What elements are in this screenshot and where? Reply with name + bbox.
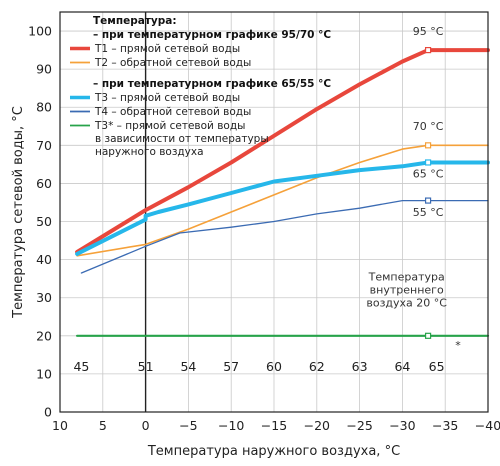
x-tick-label: −35	[432, 418, 458, 433]
y-tick-label: 90	[36, 62, 52, 77]
note-line: внутреннего	[370, 284, 444, 297]
annotations: 95 °С 70 °С 65 °С 55 °С *	[413, 25, 462, 352]
marker-t2	[424, 142, 432, 149]
x-tick-label: 5	[99, 418, 107, 433]
series-lines	[75, 48, 490, 337]
x-tick-labels: 10 5 0 −5 −10 −15 −20 −25 −30 −35 −40	[52, 418, 500, 433]
x-tick-label: −5	[179, 418, 197, 433]
y-tick-label: 60	[36, 176, 52, 191]
legend-label-t3s: T3* – прямой сетевой воды	[94, 120, 245, 132]
series-line-t4	[80, 199, 489, 274]
legend-label-t1: T1 – прямой сетевой воды	[94, 43, 240, 55]
legend-label-t2: T2 – обратной сетевой воды	[94, 57, 251, 69]
note-line: Температура	[368, 271, 445, 284]
secondary-row-label: 54	[180, 359, 196, 374]
marker-t3	[424, 159, 432, 166]
annotation-label: 70 °С	[413, 120, 444, 133]
legend-label-t3: T3 – прямой сетевой воды	[94, 92, 240, 104]
x-axis-label: Температура наружного воздуха, °С	[147, 444, 400, 459]
x-tick-label: −15	[261, 418, 287, 433]
x-tick-label: 0	[142, 418, 150, 433]
plot-frame	[59, 11, 489, 413]
legend-heading: Температура:	[93, 15, 177, 27]
y-tick-labels: 0 10 20 30 40 50 60 70 80 90 100	[28, 24, 52, 420]
marker-t4	[424, 197, 432, 204]
y-tick-label: 30	[36, 290, 52, 305]
x-tick-label: 10	[52, 418, 68, 433]
y-tick-label: 40	[36, 252, 52, 267]
y-tick-label: 80	[36, 100, 52, 115]
annotation-label: 65 °С	[413, 168, 444, 181]
x-tick-label: −10	[218, 418, 244, 433]
legend-label-t3s: в зависимости от температуры	[95, 133, 269, 145]
secondary-row-label: 64	[394, 359, 410, 374]
note-line: воздуха 20 °С	[366, 297, 447, 310]
secondary-row-labels: 45 51 54 57 60 62 63 64 65	[73, 359, 444, 374]
end-markers	[424, 46, 432, 339]
x-tick-label: −20	[304, 418, 330, 433]
series-line-t1	[75, 48, 490, 254]
annotation-label: 55 °С	[413, 206, 444, 219]
legend-label-t3s: наружного воздуха	[95, 146, 204, 158]
y-tick-label: 0	[44, 405, 52, 420]
secondary-row-label: 57	[223, 359, 239, 374]
annotation-label: 95 °С	[413, 25, 444, 38]
series-line-t3	[75, 160, 490, 256]
secondary-row-label: 65	[429, 359, 445, 374]
secondary-row-label: 62	[309, 359, 325, 374]
secondary-row-label: 51	[138, 359, 154, 374]
secondary-row-label: 60	[266, 359, 282, 374]
x-tick-label: −40	[475, 418, 500, 433]
legend-label-t4: T4 – обратной сетевой воды	[94, 106, 251, 118]
y-axis-label: Температура сетевой воды, °С	[11, 106, 26, 319]
secondary-row-label: 45	[73, 359, 89, 374]
y-tick-label: 100	[28, 24, 52, 39]
annotation-label: *	[455, 339, 461, 352]
legend-group-65-55: – при температурном графике 65/55 °С	[93, 78, 331, 90]
x-tick-label: −25	[346, 418, 372, 433]
secondary-row-label: 63	[352, 359, 368, 374]
marker-t3s	[424, 332, 432, 339]
legend: Температура: – при температурном графике …	[70, 15, 331, 158]
marker-t1	[424, 46, 432, 54]
legend-group-95-70: – при температурном графике 95/70 °С	[93, 29, 331, 41]
y-tick-label: 70	[36, 138, 52, 153]
y-tick-label: 50	[36, 214, 52, 229]
y-tick-label: 20	[36, 328, 52, 343]
series-line-t2	[76, 144, 489, 257]
x-tick-label: −30	[389, 418, 415, 433]
y-tick-label: 10	[36, 366, 52, 381]
